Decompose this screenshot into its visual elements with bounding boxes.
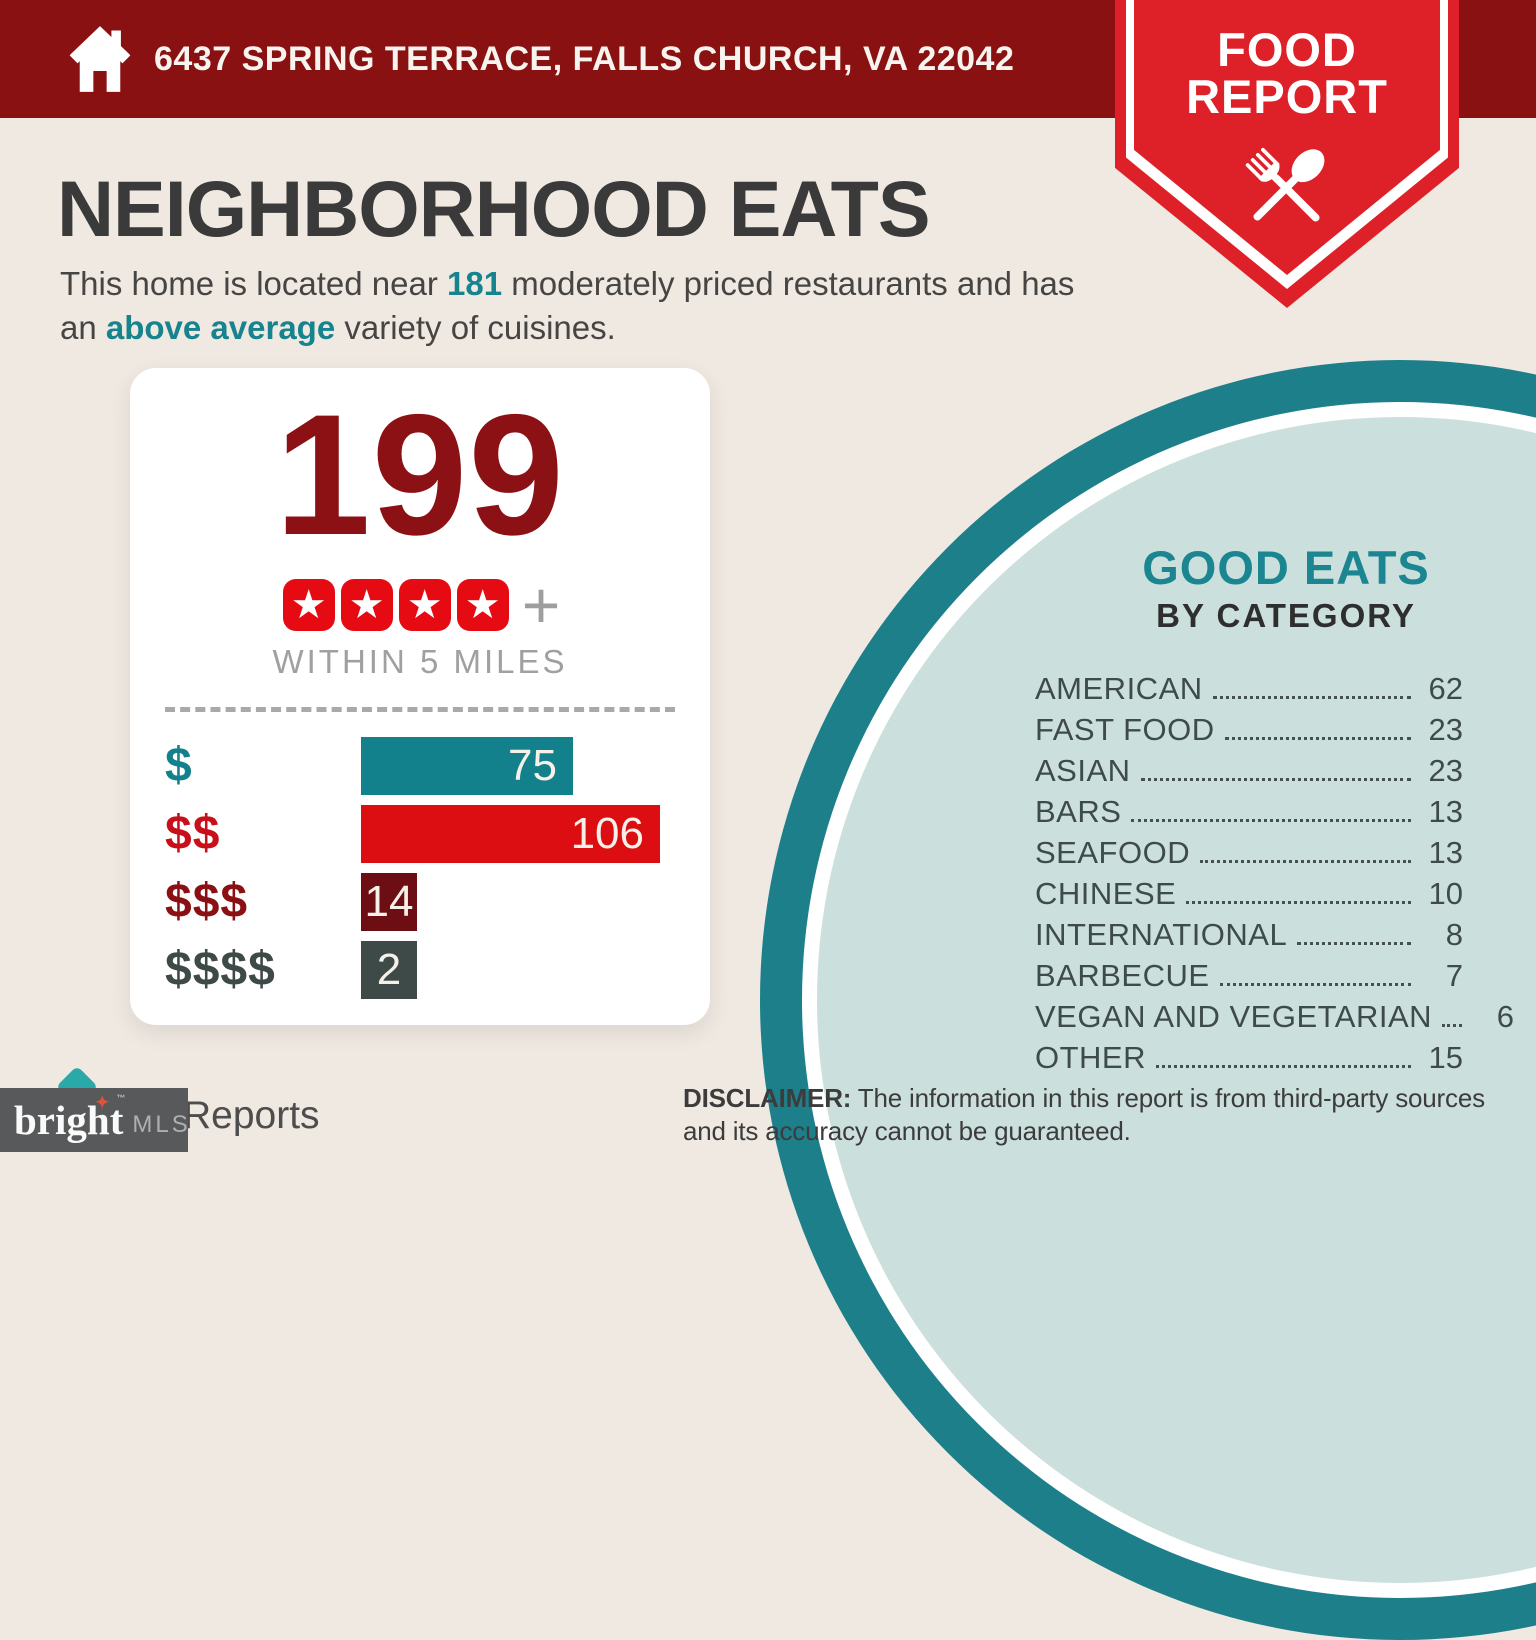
property-address: 6437 SPRING TERRACE, FALLS CHURCH, VA 22… [154, 39, 1015, 78]
category-label: BARBECUE [1035, 957, 1210, 993]
trademark-symbol: ™ [116, 1092, 126, 1103]
category-label: OTHER [1035, 1039, 1146, 1075]
category-label: ASIAN [1035, 752, 1131, 788]
intro-suffix: variety of cuisines. [335, 308, 616, 346]
dotted-leader [1219, 983, 1411, 986]
category-label: SEAFOOD [1035, 834, 1191, 870]
category-row: CHINESE 10 [1035, 870, 1463, 911]
radius-caption: WITHIN 5 MILES [272, 643, 568, 681]
intro-variety-highlight: above average [105, 308, 336, 346]
category-label: AMERICAN [1035, 670, 1203, 706]
price-bar-chart: $75 $$ 106 $$$ 14 $$$$ 2 [165, 736, 675, 999]
price-tier-label: $$ [165, 807, 221, 861]
star-icon: ★ [282, 579, 335, 632]
category-label: VEGAN AND VEGETARIAN [1035, 998, 1433, 1034]
brightmls-brand: bright ✦ ™ [14, 1092, 126, 1143]
sparkle-icon: ✦ [95, 1092, 110, 1112]
bar-row: $$$ 14 [165, 872, 675, 931]
category-row: BARBECUE 7 [1035, 952, 1463, 993]
category-list: AMERICAN 62 FAST FOOD 23 ASIAN 23 BARS 13 SEAFOO… [1035, 665, 1514, 1075]
partial-logo-text: Reports [183, 1094, 320, 1137]
price-tier-label: $$$ [165, 875, 249, 929]
bar-row: $$$$ 2 [165, 940, 675, 999]
category-row: ASIAN 23 [1035, 747, 1463, 788]
ribbon-title-line2: REPORT [1186, 70, 1388, 123]
dotted-leader [1200, 860, 1411, 863]
restaurant-summary-card: 199 ★ ★ ★ ★ + WITHIN 5 MILES $75 $$ 106 $$$ 14 $$… [130, 368, 710, 1025]
dotted-leader [1140, 778, 1411, 781]
brightmls-mls: MLS [132, 1111, 191, 1138]
category-label: FAST FOOD [1035, 711, 1215, 747]
brightmls-watermark: bright ✦ ™ MLS [0, 1088, 188, 1152]
crossed-spoon-fork-icon [1245, 147, 1325, 222]
good-eats-subtitle: BY CATEGORY [1156, 597, 1416, 634]
restaurant-count: 199 [275, 379, 565, 571]
category-row: AMERICAN 62 [1035, 665, 1463, 706]
page-title: NEIGHBORHOOD EATS [57, 164, 931, 253]
bar-row: $$ 106 [165, 804, 675, 863]
disclaimer: DISCLAIMER: The information in this repo… [683, 1082, 1493, 1147]
category-row: OTHER 15 [1035, 1034, 1463, 1075]
category-value: 13 [1428, 834, 1463, 870]
category-value: 13 [1428, 793, 1463, 829]
category-row: VEGAN AND VEGETARIAN 6 [1035, 993, 1514, 1034]
category-row: SEAFOOD 13 [1035, 829, 1463, 870]
price-tier-label: $$$$ [165, 943, 276, 997]
category-label: INTERNATIONAL [1035, 916, 1288, 952]
plus-sign: + [521, 568, 561, 643]
home-icon [69, 26, 131, 92]
category-value: 62 [1428, 670, 1463, 706]
intro-text: This home is located near 181 moderately… [60, 262, 1080, 349]
bar: 106 [361, 804, 660, 863]
category-value: 10 [1428, 875, 1463, 911]
bar-value: 106 [570, 808, 644, 858]
star-icon: ★ [398, 579, 451, 632]
dotted-leader [1212, 696, 1411, 699]
good-eats-section: GOOD EATS BY CATEGORY AMERICAN 62 FAST FOO… [1035, 540, 1514, 1075]
dotted-leader [1224, 737, 1411, 740]
category-row: INTERNATIONAL 8 [1035, 911, 1463, 952]
dotted-leader [1131, 819, 1411, 822]
intro-prefix: This home is located near [60, 265, 448, 302]
dotted-leader [1186, 901, 1411, 904]
category-value: 6 [1496, 998, 1515, 1034]
dotted-leader [1156, 1065, 1411, 1068]
category-row: BARS 13 [1035, 788, 1463, 829]
price-tier-label: $ [165, 739, 193, 793]
category-label: BARS [1035, 793, 1122, 829]
bar: 75 [361, 736, 573, 795]
bar-value: 14 [364, 876, 414, 926]
dashed-divider [165, 707, 675, 713]
good-eats-title: GOOD EATS [1142, 541, 1430, 594]
category-value: 8 [1445, 916, 1463, 952]
star-icon: ★ [340, 579, 393, 632]
star-rating: ★ ★ ★ ★ + [165, 568, 675, 643]
dotted-leader [1297, 942, 1411, 945]
intro-count-highlight: 181 [447, 265, 503, 302]
bar: 14 [361, 872, 417, 931]
disclaimer-label: DISCLAIMER: [683, 1083, 852, 1113]
category-value: 7 [1445, 957, 1463, 993]
bar-value: 2 [376, 944, 402, 994]
category-label: CHINESE [1035, 875, 1177, 911]
star-icon: ★ [456, 579, 509, 632]
dotted-leader [1442, 1024, 1463, 1027]
category-value: 23 [1428, 752, 1463, 788]
category-row: FAST FOOD 23 [1035, 706, 1463, 747]
bar-row: $75 [165, 736, 675, 795]
ribbon-content: FOOD REPORT [1115, 0, 1459, 308]
category-value: 15 [1428, 1039, 1463, 1075]
category-value: 23 [1428, 711, 1463, 747]
intro-mid: moderately priced restaurants and has an [60, 265, 1075, 346]
bar-value: 75 [508, 740, 557, 790]
disclaimer-text: The information in this report is from t… [683, 1083, 1485, 1146]
bar: 2 [361, 940, 417, 999]
ribbon-title-line1: FOOD [1217, 23, 1357, 76]
